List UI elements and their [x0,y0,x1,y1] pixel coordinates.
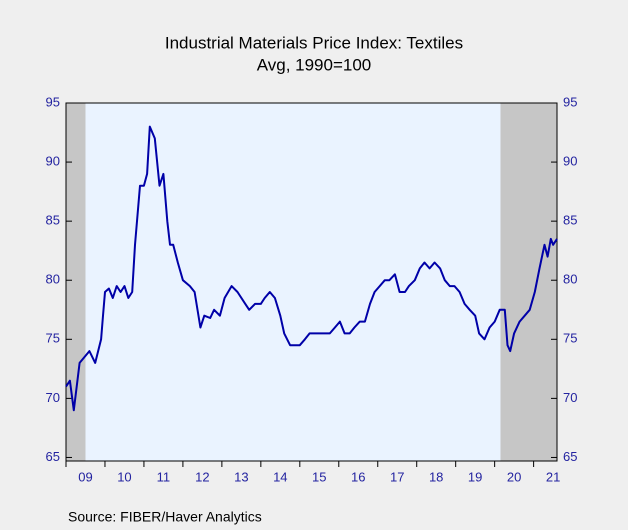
x-tick-label: 19 [468,469,482,484]
x-tick-label: 17 [390,469,404,484]
x-tick-label: 11 [157,469,171,484]
y2-tick-label: 65 [563,449,577,464]
y-tick-label: 80 [46,272,60,287]
x-tick-label: 13 [234,469,248,484]
y2-tick-label: 85 [563,213,577,228]
chart-title: Industrial Materials Price Index: Textil… [165,33,463,52]
y2-tick-label: 75 [563,331,577,346]
x-tick-label: 16 [351,469,365,484]
y2-tick-label: 95 [563,94,577,109]
y-tick-label: 95 [46,94,60,109]
y2-tick-label: 70 [563,390,577,405]
y-tick-label: 70 [46,390,60,405]
x-tick-label: 18 [429,469,443,484]
x-tick-label: 10 [117,469,131,484]
y-tick-label: 85 [46,213,60,228]
y-tick-label: 90 [46,154,60,169]
data-line [65,125,558,412]
x-tick-label: 20 [507,469,521,484]
x-tick-label: 21 [546,469,560,484]
chart-subtitle: Avg, 1990=100 [257,55,372,74]
x-tick-label: 12 [195,469,209,484]
recession-shade [66,103,86,461]
x-tick-label: 09 [78,469,92,484]
y-tick-label: 65 [46,449,60,464]
plot-frame [65,102,558,462]
y2-tick-label: 80 [563,272,577,287]
source-note: Source: FIBER/Haver Analytics [68,509,262,525]
plot-area [66,103,557,461]
y-tick-label: 75 [46,331,60,346]
recession-shade [500,103,557,461]
x-tick-label: 15 [312,469,326,484]
y2-tick-label: 90 [563,154,577,169]
x-tick-label: 14 [273,469,287,484]
